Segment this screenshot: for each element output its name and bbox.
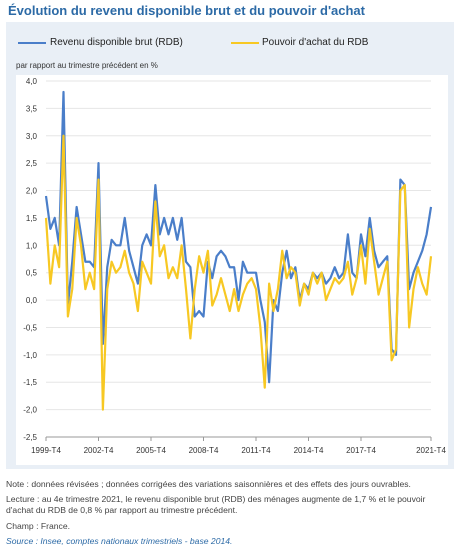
x-tick-label: 2017-T4 <box>346 446 376 455</box>
series-line-rdb <box>44 90 433 384</box>
x-tick-label: 2005-T4 <box>136 446 166 455</box>
line-chart: -2,5 -2,0 -1,5 -1,0 -0,5 0,0 0,5 1,0 1,5 2,0 2,5 3,… <box>23 77 446 455</box>
y-tick-label: -1,0 <box>23 351 37 360</box>
y-tick-label: 4,0 <box>26 77 38 86</box>
y-tick-label: 3,0 <box>26 132 38 141</box>
y-tick-label: -1,5 <box>23 378 37 387</box>
legend-label-pa: Pouvoir d'achat du RDB <box>262 37 369 48</box>
y-axis-label: par rapport au trimestre précédent en % <box>16 61 158 70</box>
y-tick-label: 2,0 <box>26 187 38 196</box>
legend-swatch-rdb <box>18 42 46 44</box>
x-tick-label: 2021-T4 <box>416 446 446 455</box>
x-tick-label: 2002-T4 <box>84 446 114 455</box>
lecture-text: Lecture : au 4e trimestre 2021, le reven… <box>6 494 426 516</box>
y-tick-label: 3,5 <box>26 104 38 113</box>
page-title: Évolution du revenu disponible brut et d… <box>8 3 365 18</box>
y-tick-label: 1,5 <box>26 214 38 223</box>
y-tick-label: 0,0 <box>26 296 38 305</box>
x-tick-label: 2011-T4 <box>241 446 271 455</box>
y-tick-label: -2,0 <box>23 406 37 415</box>
y-tick-label: 0,5 <box>26 269 38 278</box>
x-tick-label: 2008-T4 <box>189 446 219 455</box>
y-tick-label: -0,5 <box>23 323 37 332</box>
chart-panel: Revenu disponible brut (RDB) Pouvoir d'a… <box>6 22 454 469</box>
legend-label-rdb: Revenu disponible brut (RDB) <box>50 37 183 48</box>
x-tick-label: 1999-T4 <box>31 446 61 455</box>
notes: Note : données révisées ; données corrig… <box>6 479 454 551</box>
series-line-pa <box>44 134 433 411</box>
y-tick-label: 2,5 <box>26 159 38 168</box>
source-text: Source : Insee, comptes nationaux trimes… <box>6 535 233 546</box>
champ-text: Champ : France. <box>6 520 70 531</box>
x-tick-label: 2014-T4 <box>294 446 324 455</box>
y-tick-label: 1,0 <box>26 241 38 250</box>
note-text: Note : données révisées ; données corrig… <box>6 479 411 489</box>
legend-swatch-pa <box>231 42 259 44</box>
y-tick-label: -2,5 <box>23 433 37 442</box>
